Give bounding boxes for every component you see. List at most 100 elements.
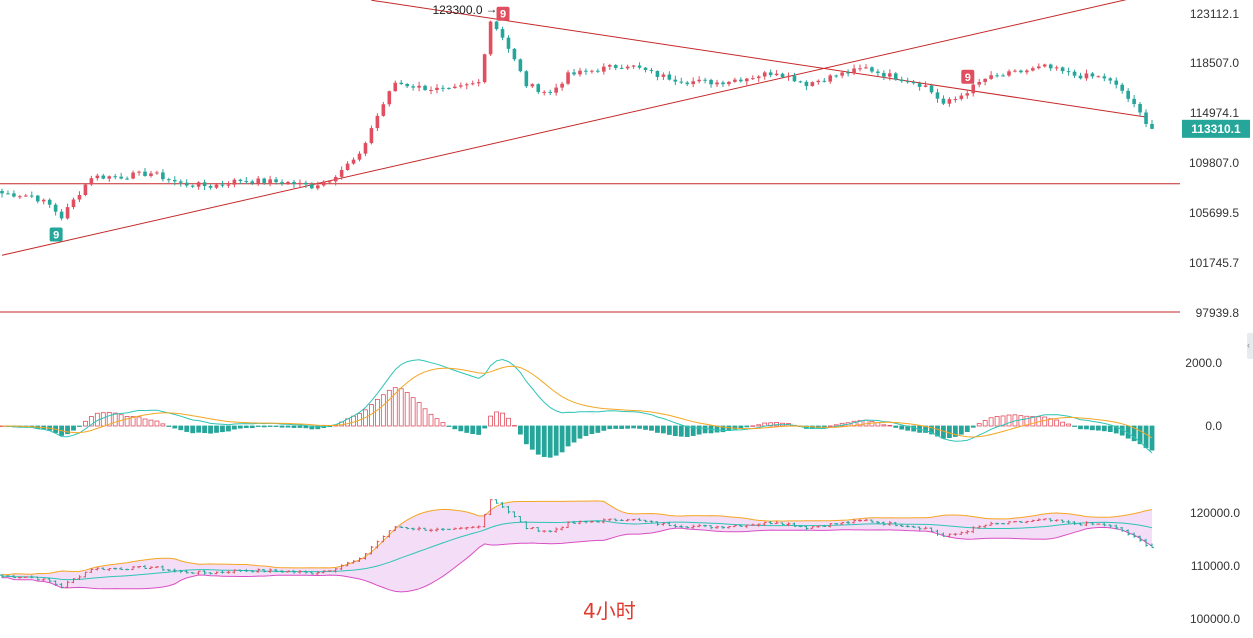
macd-histogram-bar [482,425,488,429]
candle-body [1150,123,1154,129]
macd-histogram-bar [899,425,905,430]
ohlc-bar [1030,519,1035,523]
ohlc-bar [1060,519,1065,524]
candle [679,77,684,84]
td-marker-buy: 9 [49,227,63,242]
candle [566,70,570,86]
candle [1042,63,1047,68]
candle-body [911,81,916,84]
macd-histogram-bar [148,419,154,427]
candle-body [667,74,672,80]
macd-histogram-bar [309,425,315,430]
ohlc-bar [274,568,279,573]
candle-body [292,181,296,185]
macd-histogram-bar [500,412,505,427]
ohlc-bar [411,527,416,531]
ohlc-bar [768,521,773,525]
candle-body [697,79,701,82]
candle-body [637,65,642,68]
candle-body [381,104,386,116]
candle [107,175,112,182]
candle [417,81,421,92]
ohlc-bar [1054,519,1059,522]
candle-body [506,37,511,49]
candle [464,82,469,90]
macd-histogram-bar [696,425,702,435]
candle-body [18,196,22,198]
candle [721,80,725,88]
candle [798,80,803,84]
candle [792,72,797,82]
candle [393,80,398,92]
macd-histogram-bar [702,425,708,434]
macd-histogram-bar [65,425,70,435]
candle-body [464,84,469,86]
macd-histogram-bar [666,425,672,435]
ohlc-bar [566,521,571,529]
ohlc-bar [297,570,302,574]
candle-body [512,48,517,60]
candle-body [905,81,910,83]
candle-body [143,171,147,177]
macd-histogram-bar [1137,425,1143,445]
candle-body [71,199,76,208]
candle-body [929,85,934,93]
candle-body [709,79,713,85]
candle [631,64,636,69]
candle [655,70,660,81]
ohlc-bar [726,526,731,529]
candle-body [727,81,731,85]
ohlc-bar [83,571,88,578]
marker-label: 9 [53,230,59,242]
candle [709,78,713,88]
macd-histogram-bar [154,420,160,427]
panel-collapse-handle[interactable]: ‹ [1247,333,1253,359]
ohlc-bar [399,525,404,529]
ohlc-bar [363,553,368,560]
candle-body [53,204,58,212]
ohlc-bar [810,526,815,529]
candle-body [441,87,445,89]
candle-body [1084,73,1089,79]
ohlc-bar [232,569,237,574]
candle [470,80,475,86]
macd-histogram-bar [720,425,726,433]
candle-body [786,75,791,78]
macd-histogram-bar [756,424,762,427]
candle-body [1013,70,1017,72]
candle [1096,75,1101,78]
current-price-tag: 113310.1 [1182,119,1250,138]
candle-body [1114,80,1119,85]
ohlc-bar [512,511,517,518]
macd-histogram-bar [964,425,970,433]
candle-body [274,179,278,183]
timeframe-caption: 4小时 [583,599,636,623]
candle-body [107,176,112,179]
macd-histogram-bar [166,425,172,427]
candle [113,174,118,180]
candle [441,85,445,92]
macd-histogram-bar [392,387,398,427]
candle [363,141,368,157]
axis-layer: 123112.1 118507.0 114974.1 109807.0 105699.5… [1182,7,1250,626]
candle-body [155,172,159,174]
candle-body [774,73,779,76]
candle-body [101,175,106,179]
candle-body [888,73,892,77]
candle [554,83,558,96]
candle-body [1031,68,1035,71]
candle-body [530,84,535,87]
ohlc-bar [863,518,868,522]
macd-histogram-bar [970,425,976,428]
ohlc-bar [220,570,225,574]
arrow-right-icon: → [486,2,498,16]
ohlc-bar [238,569,243,573]
macd-histogram-bar [1030,416,1036,427]
candle-body [852,68,856,74]
ohlc-bar [649,520,654,523]
candle [1090,71,1095,79]
ohlc-bar [1048,518,1053,522]
candle [77,191,82,203]
candle-body [357,153,362,160]
candle-body [745,78,749,82]
